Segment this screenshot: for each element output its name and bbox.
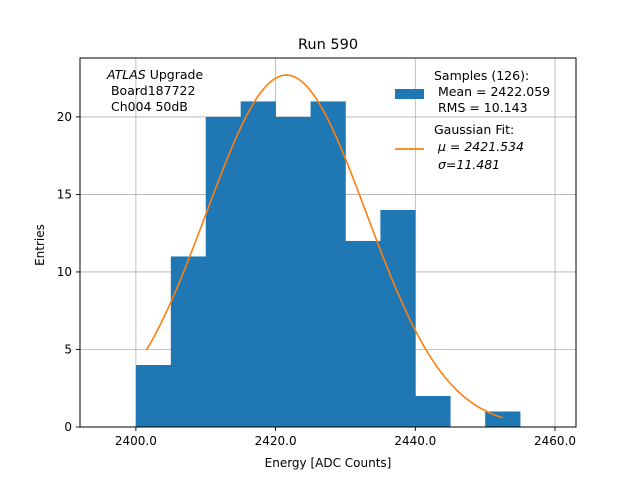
histogram-bar-6 <box>345 240 381 427</box>
legend-samples-mean: Mean = 2422.059 <box>434 84 550 99</box>
annotation-upgrade: Upgrade <box>146 67 204 82</box>
y-tick-label-1: 5 <box>64 342 72 356</box>
y-axis-label: Entries <box>33 224 47 266</box>
gaussian-fit <box>145 74 503 419</box>
histogram-bar-2 <box>205 116 241 428</box>
y-tick-label-4: 20 <box>57 110 72 124</box>
histogram-bar-0 <box>135 364 172 427</box>
x-axis-ticks: 2400.0 2420.0 2440.0 2460.0 <box>115 427 576 448</box>
x-tick-label-1: 2420.0 <box>255 434 297 448</box>
legend-fit-title: Gaussian Fit: <box>434 122 514 137</box>
atlas-annotation: ATLAS Upgrade Board187722 Ch004 50dB <box>106 67 203 114</box>
histogram-bar-4 <box>275 116 311 428</box>
legend-samples-swatch <box>395 89 424 99</box>
y-tick-label-0: 0 <box>64 420 72 434</box>
x-axis-label: Energy [ADC Counts] <box>265 456 392 470</box>
chart-title: Run 590 <box>298 37 358 53</box>
legend-fit-sigma: σ=11.481 <box>434 157 500 172</box>
x-tick-label-3: 2460.0 <box>534 434 576 448</box>
y-tick-label-3: 15 <box>57 187 72 201</box>
gaussian-fit-curve <box>145 74 503 419</box>
histogram-bars <box>135 101 521 428</box>
histogram-bar-3 <box>240 101 276 427</box>
legend-samples-title: Samples (126): <box>434 68 529 83</box>
legend-fit-mu: μ = 2421.534 <box>434 139 524 154</box>
histogram-bar-1 <box>170 256 207 427</box>
annotation-line-2: Board187722 <box>107 83 195 98</box>
histogram-bar-7 <box>380 209 416 427</box>
histogram-bar-8 <box>415 395 451 427</box>
legend: Samples (126): Mean = 2422.059 RMS = 10.… <box>395 68 550 172</box>
histogram-bar-5 <box>310 101 346 427</box>
x-tick-label-2: 2440.0 <box>394 434 436 448</box>
annotation-atlas: ATLAS <box>106 67 146 82</box>
x-tick-label-0: 2400.0 <box>115 434 157 448</box>
y-axis-ticks: 0 5 10 15 20 <box>57 110 80 434</box>
legend-samples-rms: RMS = 10.143 <box>434 100 528 115</box>
plot-area-frame <box>79 57 577 428</box>
annotation-line-1: ATLAS Upgrade <box>106 67 203 82</box>
y-tick-label-2: 10 <box>57 265 72 279</box>
annotation-line-3: Ch004 50dB <box>107 99 188 114</box>
